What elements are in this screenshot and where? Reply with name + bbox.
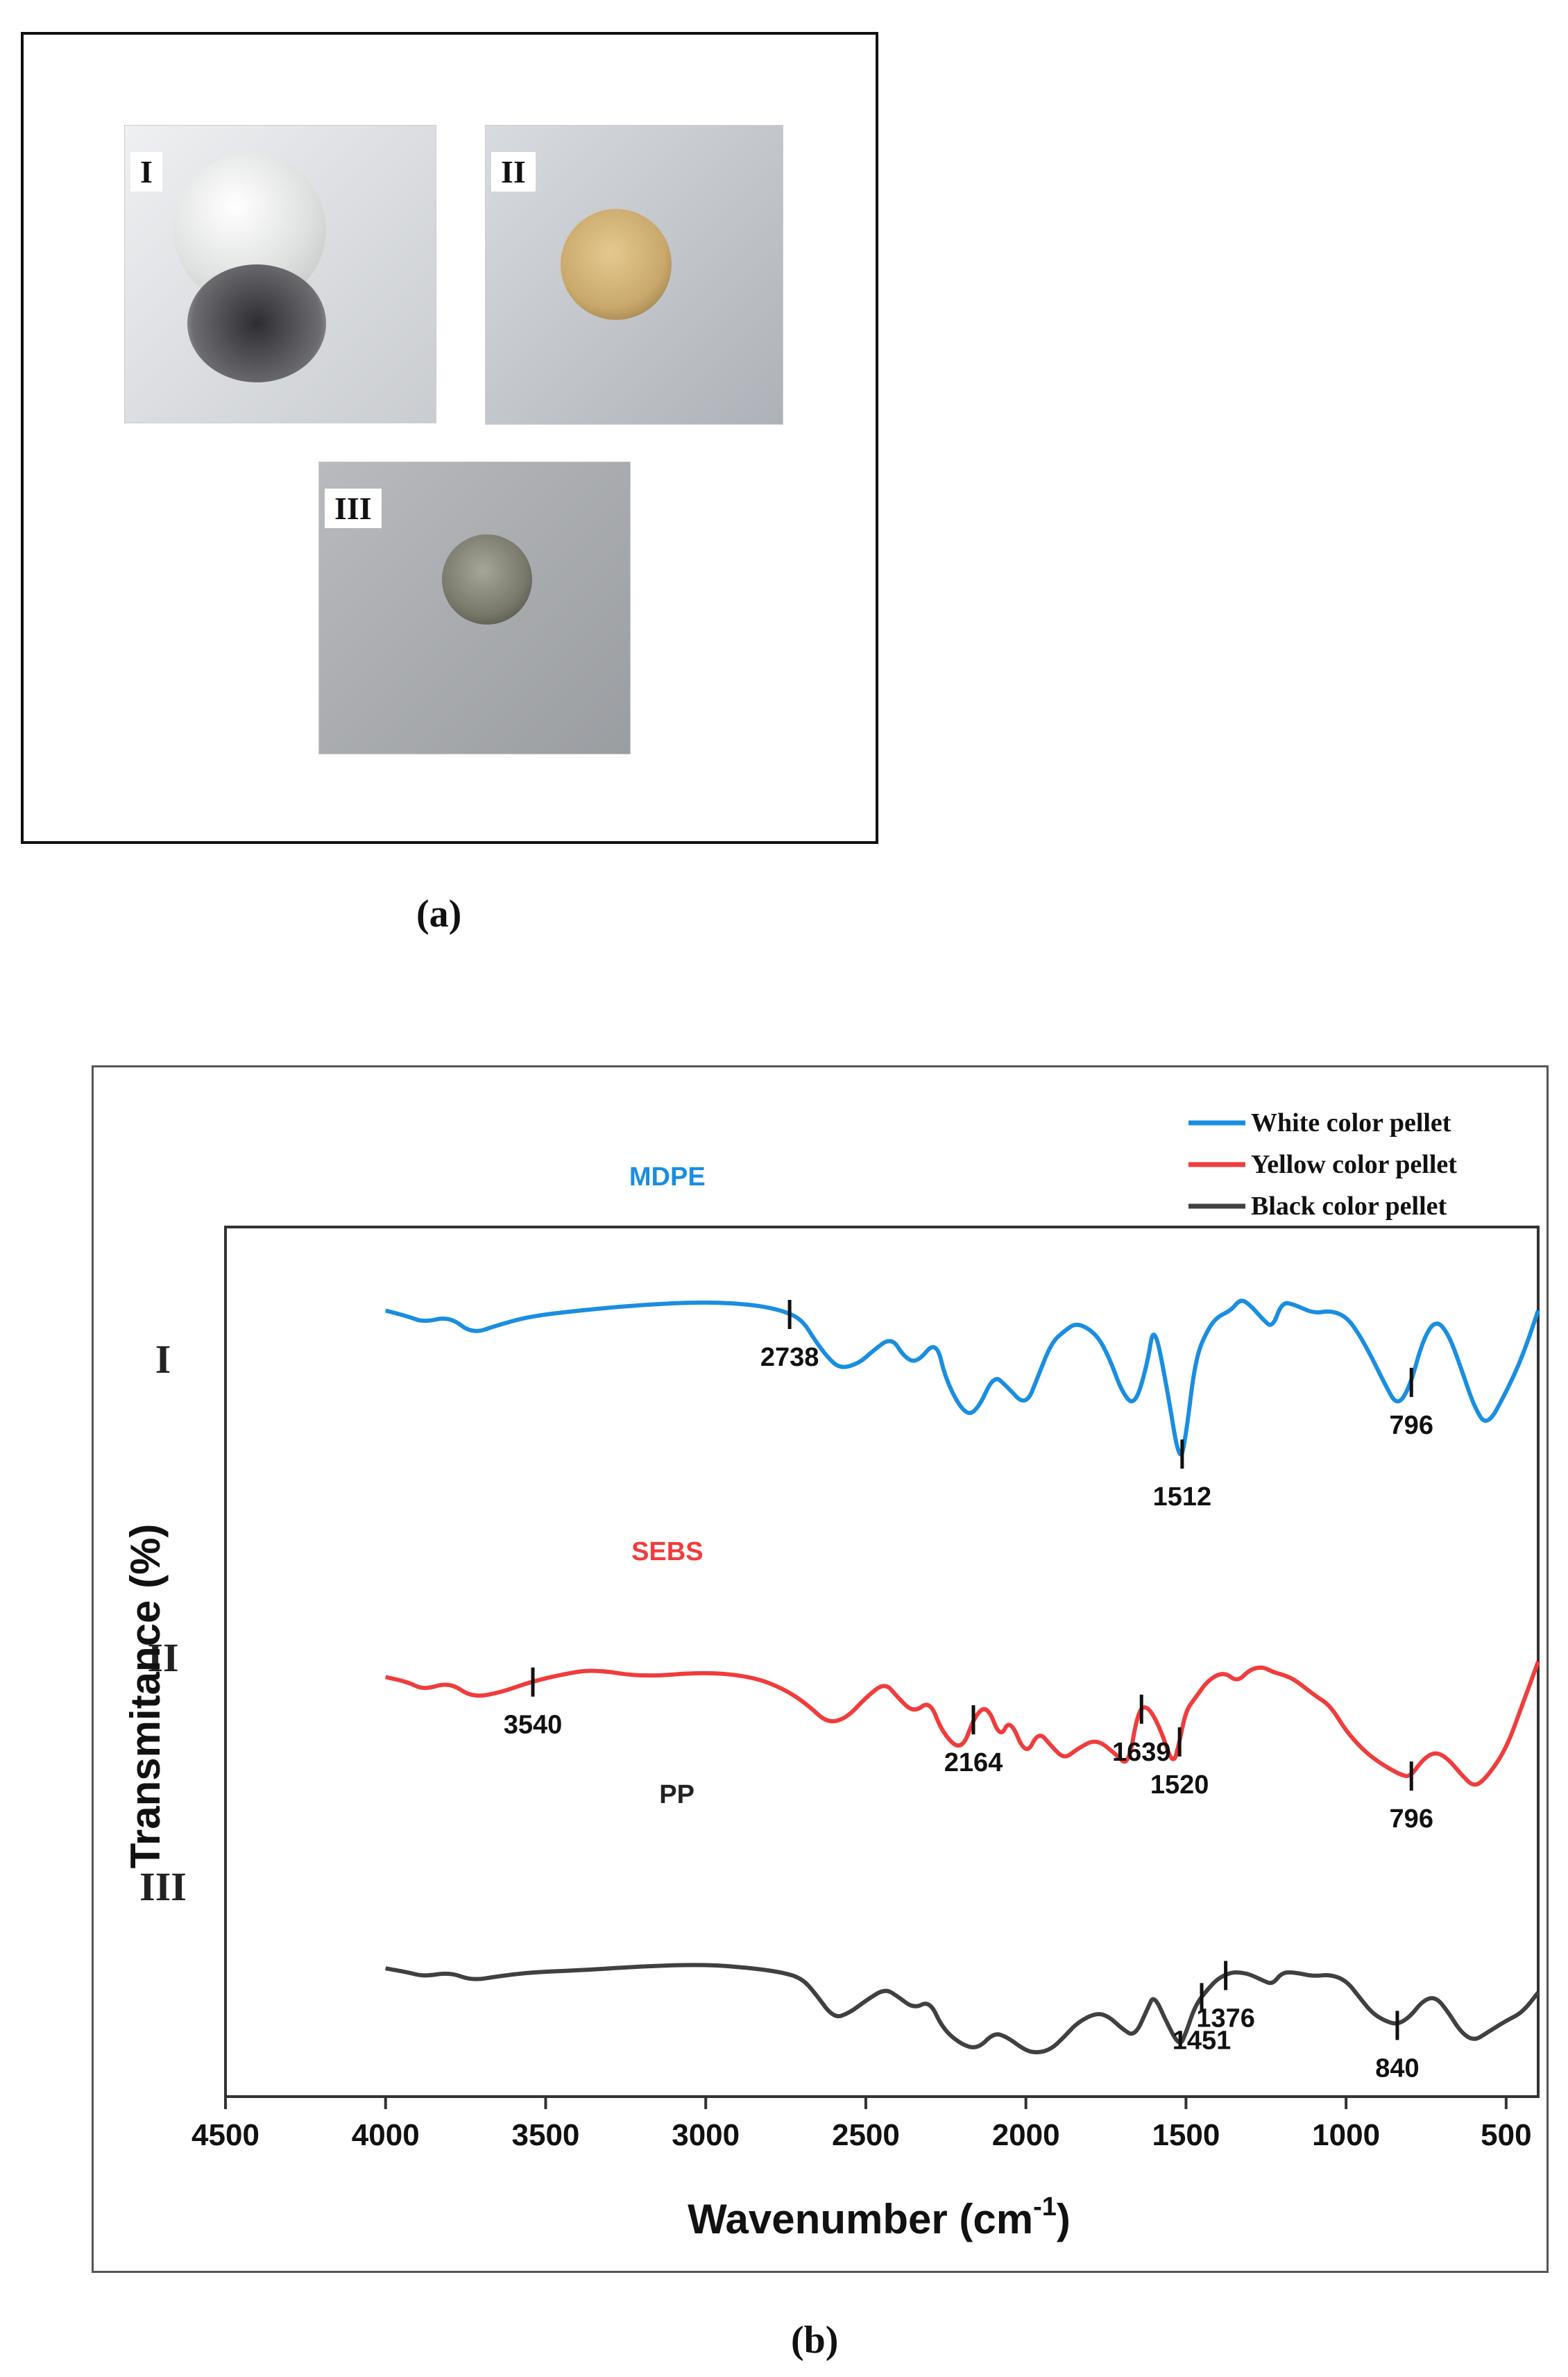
peak-label: 1512 [1153, 1482, 1212, 1512]
peak-label: 1451 [1173, 2026, 1232, 2055]
x-tick-label: 1500 [1152, 2118, 1220, 2152]
chart-panel: 4500 4000 3500 3000 2500 2000 1500 1000 500 I MDP… [92, 1065, 1549, 2273]
x-axis-label-tail: ) [1057, 2196, 1071, 2242]
x-axis-label: Wavenumber (cm-1) [688, 2192, 1071, 2242]
plot-frame [224, 1226, 1540, 2098]
peak-label: 2164 [944, 1748, 1003, 1777]
x-axis-ticks: 4500 4000 3500 3000 2500 2000 1500 1000 500 [191, 2097, 1532, 2152]
pellet-photo-black: III [318, 462, 631, 754]
caption-b: (b) [791, 2319, 839, 2362]
y-axis-label: Transmitance (%) [122, 1524, 169, 1869]
x-tick-label: 1000 [1312, 2118, 1380, 2152]
pellet-yellow [561, 209, 672, 320]
row-label-1: I [155, 1337, 171, 1382]
x-tick-label: 500 [1481, 2118, 1531, 2152]
legend-label-yellow: Yellow color pellet [1251, 1150, 1457, 1179]
photo-label-ii: II [491, 152, 536, 192]
ftir-chart: 4500 4000 3500 3000 2500 2000 1500 1000 500 I MDP… [122, 1108, 1540, 2242]
pellet-white-shadow [187, 264, 326, 382]
curve-label-mdpe: MDPE [629, 1162, 706, 1192]
peak-label: 840 [1375, 2054, 1419, 2083]
curve-label-pp: PP [659, 1780, 694, 1809]
series-line-3 [385, 1963, 1540, 2055]
peak-label: 796 [1390, 1804, 1433, 1834]
x-tick-label: 2000 [992, 2118, 1060, 2152]
photo-label-iii: III [325, 489, 382, 528]
pellet-photo-white: I [124, 125, 436, 423]
peak-label: 1520 [1150, 1770, 1209, 1800]
pellet-photo-yellow: II [485, 125, 783, 425]
photo-label-i: I [130, 152, 162, 192]
peak-label: 1639 [1112, 1738, 1171, 1767]
peak-label: 1376 [1196, 2004, 1255, 2033]
series-line-2 [385, 1661, 1540, 1787]
caption-a: (a) [416, 893, 462, 936]
pellet-black [442, 534, 532, 625]
photo-panel: I II III [21, 32, 878, 844]
x-tick-label: 4000 [352, 2118, 420, 2152]
peak-label: 2738 [760, 1343, 819, 1372]
x-axis-label-main: Wavenumber (cm [688, 2196, 1033, 2242]
legend-label-white: White color pellet [1251, 1108, 1451, 1137]
curve-label-sebs: SEBS [631, 1537, 703, 1566]
x-tick-label: 4500 [191, 2118, 259, 2152]
legend-label-black: Black color pellet [1251, 1192, 1447, 1221]
series-group: I MDPE II SEBS III PP [139, 1162, 1540, 2055]
series-line-1 [384, 1299, 1540, 1457]
x-axis-label-sup: -1 [1033, 2192, 1057, 2222]
row-label-3: III [139, 1864, 187, 1909]
peak-label: 796 [1390, 1411, 1433, 1440]
x-tick-label: 3000 [672, 2118, 740, 2152]
legend: White color pellet Yellow color pellet B… [1188, 1108, 1457, 1221]
row-label-2: II [147, 1635, 178, 1680]
x-tick-label: 3500 [512, 2118, 580, 2152]
peak-label: 3540 [504, 1711, 563, 1740]
x-tick-label: 2500 [832, 2118, 900, 2152]
